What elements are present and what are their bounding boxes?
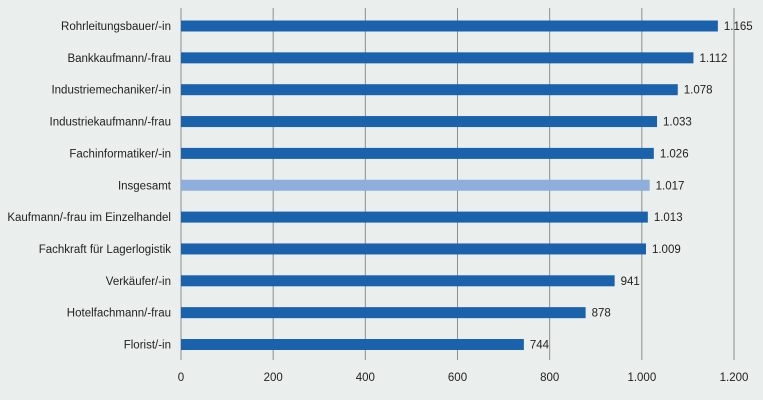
bar (181, 179, 650, 191)
value-label: 1.078 (684, 85, 713, 97)
category-label: Fachinformatiker/-in (69, 148, 171, 160)
bar (181, 211, 648, 223)
value-label: 941 (621, 276, 640, 288)
value-label: 1.026 (660, 148, 689, 160)
category-label: Florist/-in (124, 340, 171, 352)
bar (181, 52, 694, 64)
bar (181, 116, 658, 128)
x-tick-label: 800 (540, 372, 559, 384)
x-tick-label: 1.200 (720, 372, 749, 384)
bar (181, 20, 718, 32)
bars (181, 20, 718, 350)
category-label: Hotelfachmann/-frau (67, 308, 171, 320)
bar (181, 339, 524, 350)
category-label: Fachkraft für Lagerlogistik (39, 244, 172, 256)
category-labels: Rohrleitungsbauer/-in Bankkaufmann/-frau I… (7, 21, 171, 352)
category-label: Industriekaufmann/-frau (50, 117, 171, 129)
x-tick-label: 0 (178, 372, 184, 384)
category-label: Insgesamt (118, 180, 172, 192)
x-tick-label: 600 (448, 372, 467, 384)
x-tick-label: 200 (264, 372, 283, 384)
bar (181, 147, 654, 159)
x-tick-label: 400 (356, 372, 375, 384)
value-label: 1.033 (663, 117, 692, 129)
category-label: Bankkaufmann/-frau (67, 53, 171, 65)
bar (181, 307, 586, 319)
category-label: Industriemechaniker/-in (51, 85, 171, 97)
bar (181, 275, 615, 287)
value-label: 744 (530, 340, 550, 352)
value-label: 1.112 (699, 53, 727, 65)
category-label: Rohrleitungsbauer/-in (61, 21, 171, 33)
value-labels: 1.165 1.112 1.078 1.033 1.026 1.017 1.013 1.009… (530, 21, 753, 352)
value-label: 878 (592, 308, 611, 320)
value-label: 1.017 (656, 180, 685, 192)
value-label: 1.009 (652, 244, 681, 256)
x-axis-ticks: 0 200 400 600 800 1.000 1.200 (178, 372, 749, 384)
bar (181, 84, 678, 96)
bar (181, 243, 646, 255)
value-label: 1.165 (724, 21, 753, 33)
value-label: 1.013 (654, 212, 683, 224)
x-tick-label: 1.000 (627, 372, 656, 384)
category-label: Kaufmann/-frau im Einzelhandel (7, 212, 171, 224)
category-label: Verkäufer/-in (106, 276, 171, 288)
